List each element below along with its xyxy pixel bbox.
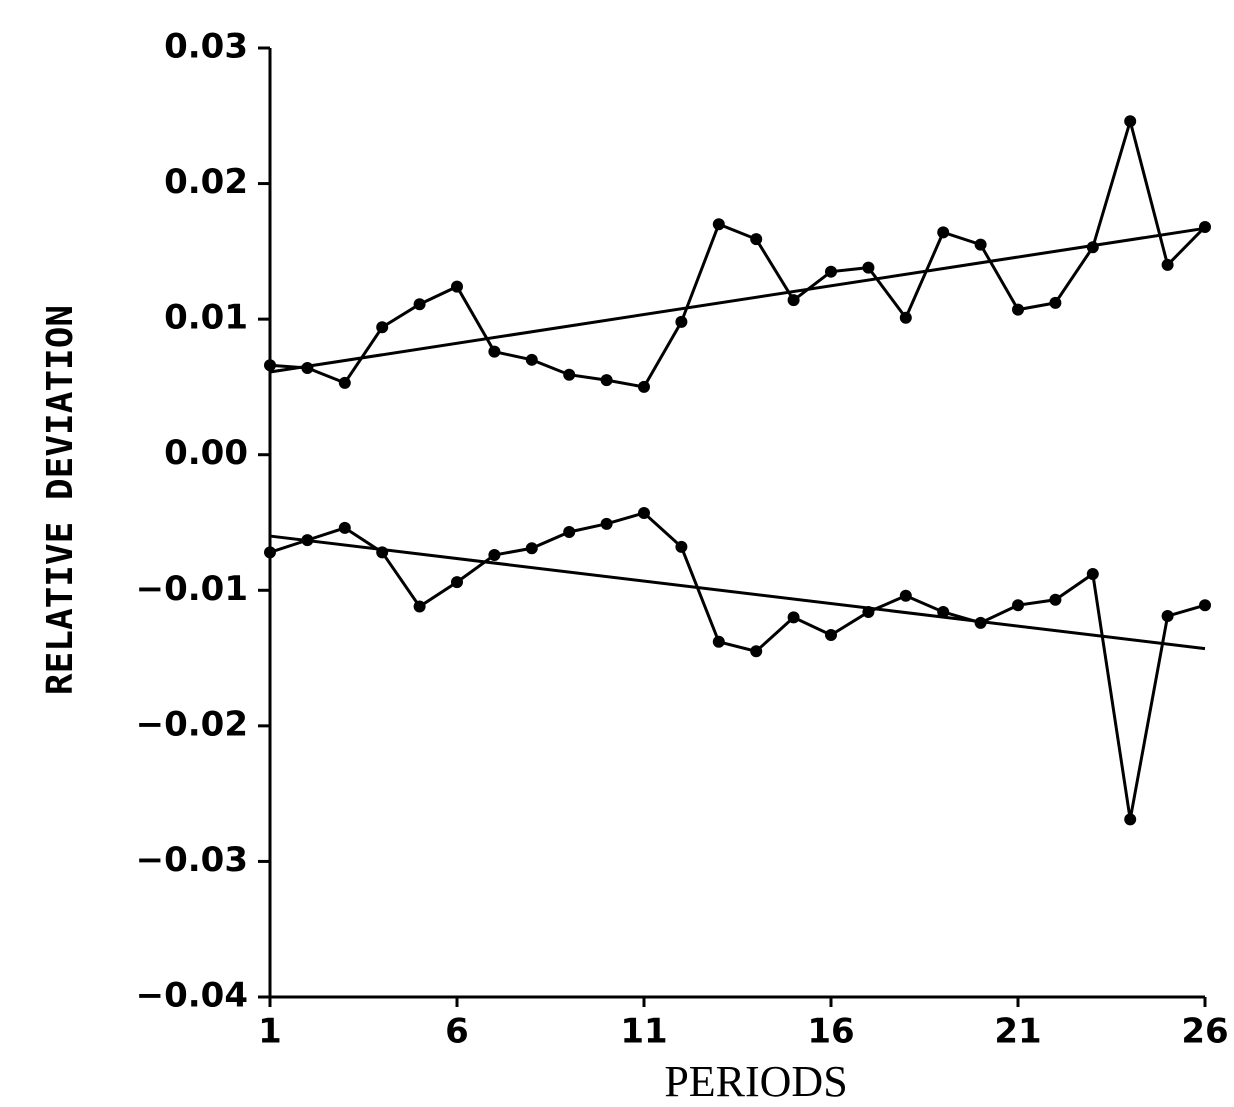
data-point (338, 521, 351, 534)
data-point (675, 540, 688, 553)
data-point (825, 265, 837, 278)
series-line (269, 226, 1206, 374)
data-point (787, 294, 800, 307)
data-point (451, 280, 463, 293)
data-point (787, 611, 800, 624)
data-point (563, 368, 576, 381)
data-point (1161, 258, 1174, 271)
x-tick-label: 21 (994, 1012, 1041, 1052)
data-point (862, 261, 875, 274)
y-tick-label: 0.01 (164, 298, 248, 338)
data-point (750, 233, 763, 246)
data-point (712, 635, 725, 648)
x-tick-label: 16 (807, 1012, 854, 1052)
data-point (1124, 115, 1137, 128)
data-point (750, 645, 763, 658)
y-tick-label: 0.03 (164, 27, 248, 67)
data-point (1086, 568, 1099, 581)
data-point (600, 374, 613, 387)
data-point (937, 226, 950, 239)
data-point (712, 218, 725, 231)
y-axis-label: RELATIVE DEVIATION (40, 305, 81, 695)
x-tick-label: 1 (258, 1012, 282, 1052)
data-point (413, 298, 426, 311)
data-point (413, 600, 426, 613)
data-point (638, 380, 650, 393)
data-point (675, 315, 688, 328)
data-point (638, 507, 650, 520)
data-point (1049, 593, 1062, 606)
data-point (451, 576, 463, 589)
data-point (1012, 303, 1024, 316)
data-point (563, 525, 576, 538)
data-point (1049, 296, 1062, 309)
data-point (600, 517, 613, 530)
y-tick-label: −0.03 (136, 840, 248, 880)
data-point (899, 589, 912, 602)
data-point (825, 629, 837, 642)
data-point (376, 321, 389, 334)
data-point (899, 311, 912, 324)
data-point (1012, 599, 1024, 612)
y-tick-label: 0.00 (164, 433, 248, 473)
data-point (1161, 610, 1174, 623)
data-point (488, 549, 501, 562)
x-tick-label: 11 (620, 1012, 667, 1052)
y-tick-label: −0.02 (136, 704, 248, 744)
series-line (269, 115, 1207, 389)
y-tick-label: −0.04 (136, 976, 248, 1016)
data-point (1199, 599, 1211, 612)
x-tick-label: 26 (1181, 1012, 1228, 1052)
data-point (1124, 813, 1137, 826)
data-point (937, 605, 950, 618)
x-axis-label: PERIODS (664, 1057, 847, 1106)
data-point (525, 353, 538, 366)
y-tick-label: 0.02 (164, 162, 248, 202)
data-point (264, 359, 276, 372)
series-line (269, 534, 1206, 651)
data-point (264, 546, 276, 559)
y-tick-label: −0.01 (136, 569, 248, 609)
data-point (1199, 220, 1211, 233)
data-point (525, 542, 538, 555)
x-tick-label: 6 (445, 1012, 469, 1052)
data-point (488, 345, 501, 358)
series-line (269, 511, 1206, 820)
data-point (338, 376, 351, 389)
data-point (974, 238, 987, 251)
